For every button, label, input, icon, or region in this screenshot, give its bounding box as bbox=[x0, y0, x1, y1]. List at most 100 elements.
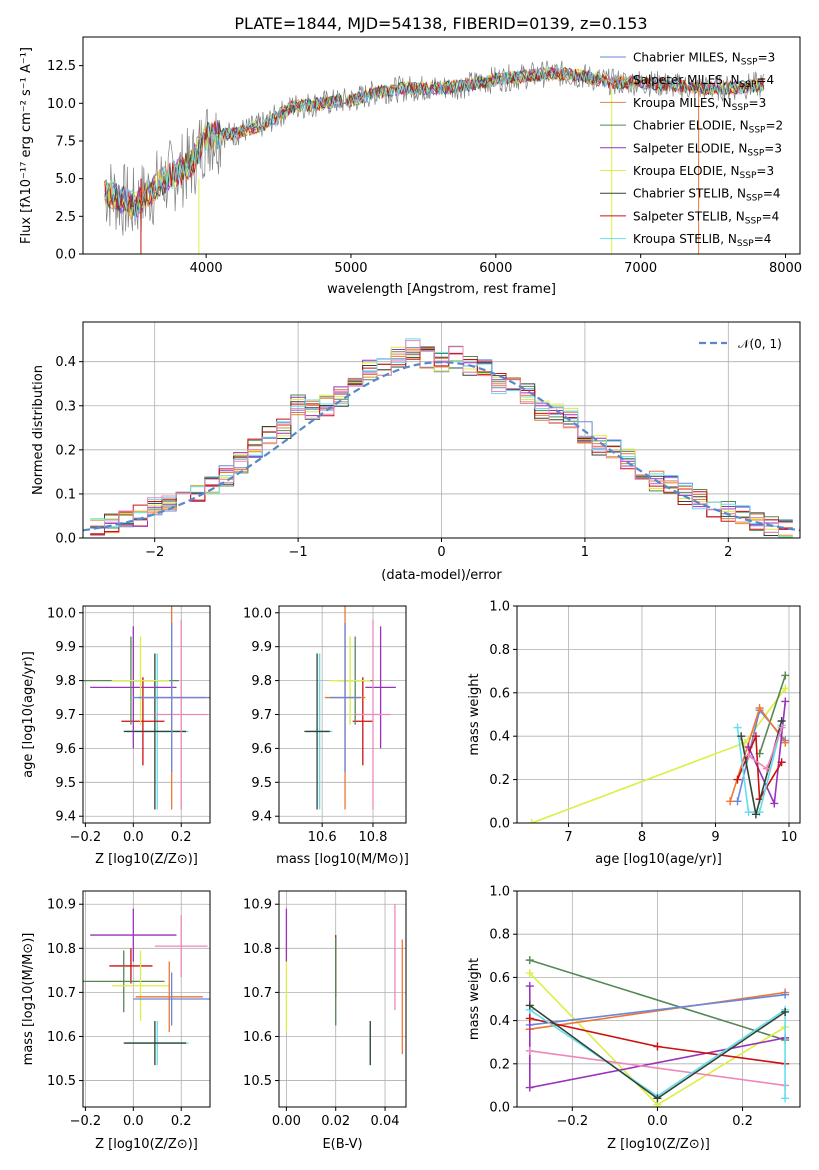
legend-label: Salpeter ELODIE, NSSP=3 bbox=[633, 141, 782, 158]
residual-hist bbox=[83, 338, 800, 538]
age_vs_mass-ytick-label: 9.9 bbox=[251, 640, 272, 655]
weight_vs_z-xtick-label: −0.2 bbox=[557, 1114, 589, 1129]
residuals-xtick-label: −2 bbox=[145, 545, 164, 560]
weight_vs_age-marker bbox=[744, 751, 753, 760]
spectrum-xlabel: wavelength [Angstrom, rest frame] bbox=[327, 282, 556, 297]
age_vs_z-xlabel: Z [log10(Z/Z⊙)] bbox=[95, 852, 198, 867]
spectrum-frame bbox=[82, 36, 801, 255]
mass_vs_ebv-xtick-label: 0.04 bbox=[371, 1114, 400, 1129]
weight_vs_age-marker bbox=[726, 797, 735, 806]
legend-label: Salpeter MILES, NSSP=4 bbox=[633, 73, 774, 90]
legend-label: Chabrier ELODIE, NSSP=2 bbox=[633, 119, 783, 136]
spectrum-ytick-label: 2.5 bbox=[55, 210, 76, 225]
age_vs_z-ytick-label: 9.9 bbox=[55, 640, 76, 655]
mass_vs_z-ytick-label: 10.5 bbox=[47, 1074, 76, 1089]
weight_vs_z-ylabel: mass weight bbox=[467, 958, 482, 1040]
age_vs_z-xtick-label: 0.0 bbox=[123, 830, 144, 845]
weight_vs_z-xtick-label: 0.2 bbox=[732, 1114, 753, 1129]
legend-label: Salpeter STELIB, NSSP=4 bbox=[633, 209, 779, 226]
residual-hist-step bbox=[90, 345, 793, 536]
age_vs_mass-ytick-label: 9.6 bbox=[251, 742, 272, 757]
age_vs_z-ytick-label: 9.7 bbox=[55, 708, 76, 723]
weight_vs_z-marker bbox=[525, 1014, 534, 1023]
legend-label: Chabrier MILES, NSSP=3 bbox=[633, 51, 775, 68]
weight_vs_age-marker bbox=[777, 758, 786, 767]
weight_vs_z-ytick-label: 0.6 bbox=[489, 971, 510, 986]
weight_vs_age-ytick-label: 0.0 bbox=[489, 817, 510, 832]
spectrum-xtick-label: 8000 bbox=[769, 261, 802, 276]
residuals-ylabel: Normed distribution bbox=[31, 365, 46, 495]
age_vs_mass-ytick-label: 10.0 bbox=[243, 606, 272, 621]
weight_vs_z-marker bbox=[525, 1083, 534, 1092]
weight_vs_age-xtick-label: 7 bbox=[564, 830, 572, 845]
age_vs_z-ytick-label: 9.8 bbox=[55, 674, 76, 689]
mass_vs_ebv-frame bbox=[278, 890, 407, 1108]
mass_vs_z-xtick-label: −0.2 bbox=[70, 1114, 102, 1129]
age_vs_z-ytick-label: 9.5 bbox=[55, 776, 76, 791]
mass_vs_z-ytick-label: 10.9 bbox=[47, 898, 76, 913]
weight_vs_age-series-line bbox=[736, 735, 783, 802]
weight_vs_z-ytick-label: 0.2 bbox=[489, 1057, 510, 1072]
weight_vs_age-marker bbox=[781, 671, 790, 680]
residuals-xtick-label: 0 bbox=[437, 545, 445, 560]
weight_vs_z-marker bbox=[781, 990, 790, 999]
residuals-ytick-label: 0.3 bbox=[55, 399, 76, 414]
weight_vs_z-marker bbox=[653, 1094, 662, 1103]
spectrum-ytick-label: 0.0 bbox=[55, 248, 76, 263]
spectrum-model-line bbox=[104, 66, 765, 219]
mass_vs_ebv-ytick-label: 10.5 bbox=[243, 1074, 272, 1089]
weight_vs_z-lines bbox=[525, 956, 790, 1107]
legend-label: 𝒩(0, 1) bbox=[738, 337, 782, 351]
age_vs_z-points bbox=[83, 606, 210, 810]
spectrum-ylabel: Flux [fλ10⁻¹⁷ erg cm⁻² s⁻¹ A⁻¹] bbox=[19, 47, 34, 244]
age_vs_z-ytick-label: 9.6 bbox=[55, 742, 76, 757]
weight_vs_age-marker bbox=[733, 723, 742, 732]
weight_vs_z-ytick-label: 0.0 bbox=[489, 1101, 510, 1116]
residual-hist-step bbox=[90, 346, 793, 536]
mass_vs_ebv-ytick-label: 10.8 bbox=[243, 942, 272, 957]
residuals-ytick-label: 0.1 bbox=[55, 487, 76, 502]
weight_vs_z-series-line bbox=[529, 993, 786, 1026]
age_vs_z-ylabel: age [log10(age/yr)] bbox=[21, 651, 36, 778]
residuals-ytick-label: 0.0 bbox=[55, 532, 76, 547]
mass_vs_ebv-ytick-label: 10.9 bbox=[243, 898, 272, 913]
mass_vs_z-ytick-label: 10.6 bbox=[47, 1030, 76, 1045]
spectrum-ytick-label: 10.0 bbox=[47, 97, 76, 112]
weight_vs_age-xlabel: age [log10(age/yr)] bbox=[595, 852, 722, 867]
weight_vs_age-ytick-label: 0.2 bbox=[489, 773, 510, 788]
mass_vs_ebv-points bbox=[285, 904, 403, 1066]
weight_vs_z-marker bbox=[781, 1007, 790, 1016]
spectrum-ytick-label: 12.5 bbox=[47, 59, 76, 74]
residual-hist-step bbox=[90, 346, 793, 537]
age_vs_mass-points bbox=[304, 606, 396, 810]
legend-label: Chabrier STELIB, NSSP=4 bbox=[633, 187, 781, 204]
weight_vs_age-marker bbox=[781, 738, 790, 747]
weight_vs_z-marker bbox=[525, 1046, 534, 1055]
residuals-ytick-label: 0.4 bbox=[55, 355, 76, 370]
weight_vs_age-marker bbox=[751, 732, 760, 741]
spectrum-xtick-label: 7000 bbox=[624, 261, 657, 276]
spectrum-xtick-label: 6000 bbox=[479, 261, 512, 276]
weight_vs_age-marker bbox=[751, 810, 760, 819]
weight_vs_age-xtick-label: 10 bbox=[781, 830, 798, 845]
weight_vs_age-marker bbox=[762, 764, 771, 773]
mass_vs_z-ylabel: mass [log10(M/M⊙)] bbox=[21, 933, 36, 1066]
weight_vs_z-frame bbox=[516, 890, 801, 1108]
age_vs_mass-ytick-label: 9.5 bbox=[251, 776, 272, 791]
weight_vs_age-marker bbox=[733, 775, 742, 784]
weight_vs_z-marker bbox=[525, 1001, 534, 1010]
weight_vs_age-ytick-label: 0.4 bbox=[489, 730, 510, 745]
weight_vs_z-marker bbox=[525, 982, 534, 991]
gaussian-curve bbox=[83, 360, 800, 532]
weight_vs_age-marker bbox=[733, 797, 742, 806]
spectrum-xtick-label: 5000 bbox=[334, 261, 367, 276]
weight_vs_z-ytick-label: 0.4 bbox=[489, 1014, 510, 1029]
weight_vs_z-series-line bbox=[529, 1050, 786, 1087]
weight_vs_z-series-line bbox=[529, 959, 786, 1041]
weight_vs_z-xtick-label: 0.0 bbox=[647, 1114, 668, 1129]
age_vs_z-ytick-label: 10.0 bbox=[47, 606, 76, 621]
age_vs_mass-ytick-label: 9.4 bbox=[251, 810, 272, 825]
weight_vs_age-lines bbox=[527, 671, 790, 823]
